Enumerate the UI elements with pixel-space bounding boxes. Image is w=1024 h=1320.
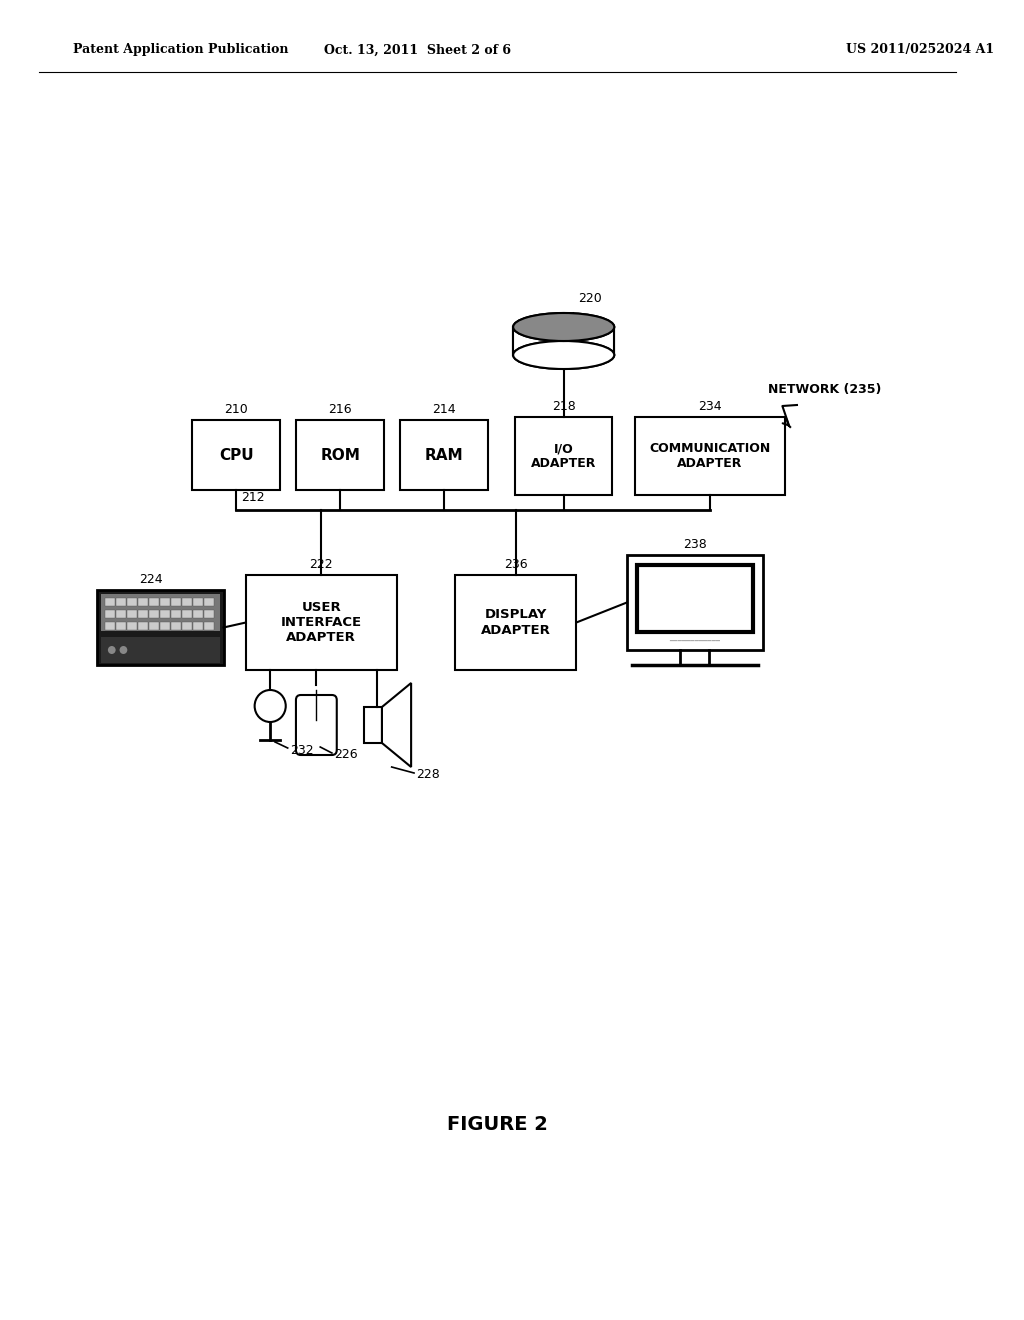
Bar: [127, 598, 137, 606]
Bar: [194, 610, 204, 618]
Bar: [150, 598, 159, 606]
Text: ━━━━━━━━━━━━: ━━━━━━━━━━━━: [670, 638, 721, 644]
Circle shape: [120, 645, 127, 653]
Bar: [194, 622, 204, 630]
Text: DISPLAY
ADAPTER: DISPLAY ADAPTER: [480, 609, 551, 636]
Bar: [138, 598, 148, 606]
Text: 238: 238: [683, 539, 707, 550]
Text: COMMUNICATION
ADAPTER: COMMUNICATION ADAPTER: [649, 442, 771, 470]
Ellipse shape: [513, 313, 614, 341]
Bar: [193, 420, 280, 490]
FancyBboxPatch shape: [296, 696, 337, 755]
Text: 224: 224: [139, 573, 163, 586]
Bar: [296, 420, 384, 490]
Bar: [400, 420, 487, 490]
Bar: [182, 610, 193, 618]
Text: 218: 218: [552, 400, 575, 413]
Text: NETWORK (235): NETWORK (235): [768, 384, 882, 396]
Circle shape: [255, 690, 286, 722]
Bar: [194, 598, 204, 606]
Bar: [101, 636, 220, 663]
Bar: [127, 610, 137, 618]
Bar: [150, 622, 159, 630]
Bar: [105, 622, 115, 630]
Text: 216: 216: [329, 403, 352, 416]
Text: 222: 222: [309, 558, 333, 572]
Text: CPU: CPU: [219, 447, 254, 462]
Text: I/O
ADAPTER: I/O ADAPTER: [531, 442, 596, 470]
Bar: [171, 598, 181, 606]
Bar: [513, 327, 614, 355]
Bar: [97, 590, 223, 665]
Bar: [515, 417, 612, 495]
Bar: [205, 610, 214, 618]
Bar: [160, 610, 170, 618]
Bar: [627, 554, 763, 649]
Bar: [635, 417, 785, 495]
Ellipse shape: [513, 313, 614, 341]
Bar: [116, 622, 126, 630]
Text: RAM: RAM: [425, 447, 464, 462]
Ellipse shape: [513, 313, 614, 341]
Text: 226: 226: [334, 748, 357, 762]
Bar: [127, 622, 137, 630]
Bar: [116, 610, 126, 618]
Ellipse shape: [513, 341, 614, 370]
Text: 210: 210: [224, 403, 248, 416]
Polygon shape: [382, 682, 411, 767]
Text: 220: 220: [579, 292, 602, 305]
Bar: [105, 598, 115, 606]
Bar: [205, 622, 214, 630]
Text: 212: 212: [241, 491, 264, 504]
Bar: [116, 598, 126, 606]
Bar: [138, 610, 148, 618]
Bar: [105, 610, 115, 618]
Bar: [182, 598, 193, 606]
Text: US 2011/0252024 A1: US 2011/0252024 A1: [846, 44, 993, 57]
Text: Oct. 13, 2011  Sheet 2 of 6: Oct. 13, 2011 Sheet 2 of 6: [325, 44, 511, 57]
Bar: [637, 565, 754, 632]
Text: 234: 234: [698, 400, 722, 413]
Bar: [455, 576, 577, 671]
Text: 214: 214: [432, 403, 456, 416]
Text: FIGURE 2: FIGURE 2: [447, 1115, 548, 1134]
Text: ROM: ROM: [321, 447, 360, 462]
Bar: [160, 598, 170, 606]
Bar: [205, 598, 214, 606]
Text: Patent Application Publication: Patent Application Publication: [73, 44, 289, 57]
Bar: [246, 576, 396, 671]
Bar: [182, 622, 193, 630]
Text: 232: 232: [290, 743, 313, 756]
Bar: [101, 594, 220, 631]
Text: 228: 228: [416, 768, 439, 781]
Text: USER
INTERFACE
ADAPTER: USER INTERFACE ADAPTER: [281, 601, 361, 644]
Bar: [171, 610, 181, 618]
Ellipse shape: [513, 341, 614, 370]
Text: 236: 236: [504, 558, 527, 572]
Bar: [171, 622, 181, 630]
Bar: [138, 622, 148, 630]
Bar: [160, 622, 170, 630]
Bar: [150, 610, 159, 618]
Bar: [365, 708, 382, 743]
Circle shape: [108, 645, 116, 653]
